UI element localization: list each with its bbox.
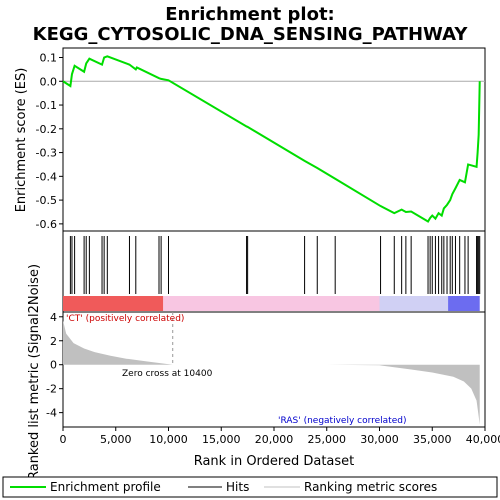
metric-y-tick-label: -4 (46, 407, 57, 420)
x-axis-ticks: 0 5,000 10,000 15,000 20,000 25,000 30,000 35,0… (60, 427, 500, 446)
negative-label: 'RAS' (negatively correlated) (278, 416, 406, 426)
es-y-ticks: 0.1 0.0 -0.1 -0.2 -0.3 -0.4 -0.5 -0.6 (36, 52, 63, 231)
x-axis-label: Rank in Ordered Dataset (194, 454, 355, 469)
metric-y-axis-label: Ranked list metric (Signal2Noise) (27, 264, 42, 480)
colorbar-segment (448, 296, 480, 311)
metric-y-tick-label: -2 (46, 383, 57, 396)
metric-y-tick-label: 2 (50, 335, 57, 348)
x-tick-label: 30,000 (360, 433, 399, 446)
hits-panel (62, 230, 486, 313)
x-tick-label: 35,000 (413, 433, 452, 446)
es-y-tick-label: -0.4 (36, 170, 57, 183)
legend-frame (2, 476, 498, 498)
positive-label: 'CT' (positively correlated) (66, 314, 184, 324)
zero-cross-label: Zero cross at 10400 (122, 369, 213, 379)
x-tick-label: 25,000 (308, 433, 347, 446)
metric-y-tick-label: 0 (50, 359, 57, 372)
x-tick-label: 40,000 (466, 433, 500, 446)
metric-y-ticks: 4 2 0 -2 -4 (46, 311, 63, 420)
es-y-tick-label: -0.1 (36, 99, 57, 112)
chart-title-line2: KEGG_CYTOSOLIC_DNA_SENSING_PATHWAY (33, 24, 469, 45)
x-tick-label: 0 (60, 433, 67, 446)
es-series-line (62, 55, 481, 223)
es-y-tick-label: -0.2 (36, 123, 57, 136)
es-y-tick-label: -0.5 (36, 194, 57, 207)
metric-panel: 4 2 0 -2 -4 'CT' (positively correlated) Zer… (27, 264, 486, 480)
es-y-axis-label: Enrichment score (ES) (14, 68, 29, 213)
chart-title-line1: Enrichment plot: (165, 4, 335, 25)
es-y-tick-label: 0.1 (40, 52, 58, 65)
es-panel: 0.1 0.0 -0.1 -0.2 -0.3 -0.4 -0.5 -0.6 Enrichmen… (14, 47, 486, 232)
colorbar-segment (63, 296, 164, 311)
legend-label-hits: Hits (226, 480, 249, 494)
metric-y-tick-label: 4 (50, 311, 57, 324)
es-panel-frame (62, 47, 486, 232)
x-tick-label: 10,000 (149, 433, 188, 446)
legend-label-enrichment: Enrichment profile (50, 480, 161, 494)
es-y-tick-label: -0.3 (36, 147, 57, 160)
x-tick-label: 5,000 (100, 433, 132, 446)
legend: Enrichment profile Hits Ranking metric s… (2, 476, 498, 498)
x-tick-label: 20,000 (255, 433, 294, 446)
es-y-tick-label: 0.0 (40, 75, 58, 88)
legend-label-metric: Ranking metric scores (304, 480, 437, 494)
colorbar-segment (163, 296, 380, 311)
hit-lines (69, 236, 481, 294)
x-tick-label: 15,000 (202, 433, 241, 446)
ranking-colorbar (63, 296, 480, 311)
colorbar-segment (379, 296, 449, 311)
es-y-tick-label: -0.6 (36, 218, 57, 231)
